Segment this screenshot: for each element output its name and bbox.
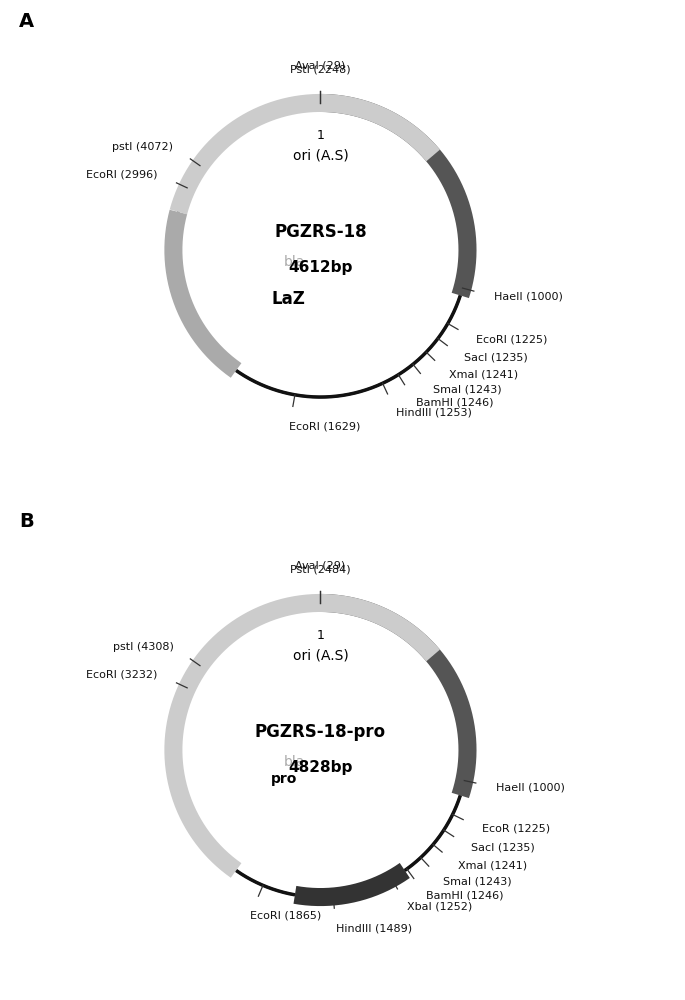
Text: AvaI (29): AvaI (29) (295, 561, 345, 571)
Text: HaeII (1000): HaeII (1000) (496, 782, 565, 792)
Text: XmaI (1241): XmaI (1241) (449, 370, 519, 380)
Text: SacI (1235): SacI (1235) (464, 353, 527, 363)
Text: EcoRI (1629): EcoRI (1629) (289, 422, 361, 432)
Text: EcoRI (1865): EcoRI (1865) (250, 910, 321, 920)
Text: HindIII (1253): HindIII (1253) (396, 408, 472, 418)
Text: bla: bla (284, 755, 305, 769)
Text: pro: pro (271, 772, 297, 786)
Text: LaZ: LaZ (271, 290, 305, 308)
Text: 4612bp: 4612bp (288, 260, 353, 275)
Text: EcoRI (3232): EcoRI (3232) (86, 669, 158, 679)
Text: SmaI (1243): SmaI (1243) (443, 876, 512, 886)
Text: 4828bp: 4828bp (288, 760, 353, 775)
Text: PstI (2248): PstI (2248) (290, 65, 351, 75)
Text: PstI (2484): PstI (2484) (290, 565, 351, 575)
Text: EcoRI (1225): EcoRI (1225) (476, 335, 547, 345)
Text: BamHI (1246): BamHI (1246) (426, 890, 503, 900)
Text: EcoRI (2996): EcoRI (2996) (86, 169, 158, 179)
Text: BamHI (1246): BamHI (1246) (416, 397, 493, 407)
Text: PGZRS-18: PGZRS-18 (274, 223, 366, 241)
Text: ori (A.S): ori (A.S) (292, 649, 348, 663)
Text: 1: 1 (316, 129, 325, 142)
Text: XmaI (1241): XmaI (1241) (458, 860, 527, 870)
Text: PGZRS-18-pro: PGZRS-18-pro (255, 723, 386, 741)
Text: ori (A.S): ori (A.S) (292, 149, 348, 163)
Text: HindIII (1489): HindIII (1489) (336, 924, 412, 934)
Text: pstI (4308): pstI (4308) (112, 642, 173, 652)
Text: pstI (4072): pstI (4072) (112, 142, 173, 152)
Text: HaeII (1000): HaeII (1000) (494, 291, 562, 301)
Text: EcoR (1225): EcoR (1225) (482, 824, 550, 834)
Text: B: B (19, 512, 34, 531)
Text: SacI (1235): SacI (1235) (471, 843, 535, 853)
Text: XbaI (1252): XbaI (1252) (408, 902, 473, 912)
Text: bla: bla (284, 255, 305, 269)
Text: A: A (19, 12, 34, 31)
Text: SmaI (1243): SmaI (1243) (434, 384, 502, 394)
Text: AvaI (29): AvaI (29) (295, 61, 345, 71)
Text: 1: 1 (316, 629, 325, 642)
